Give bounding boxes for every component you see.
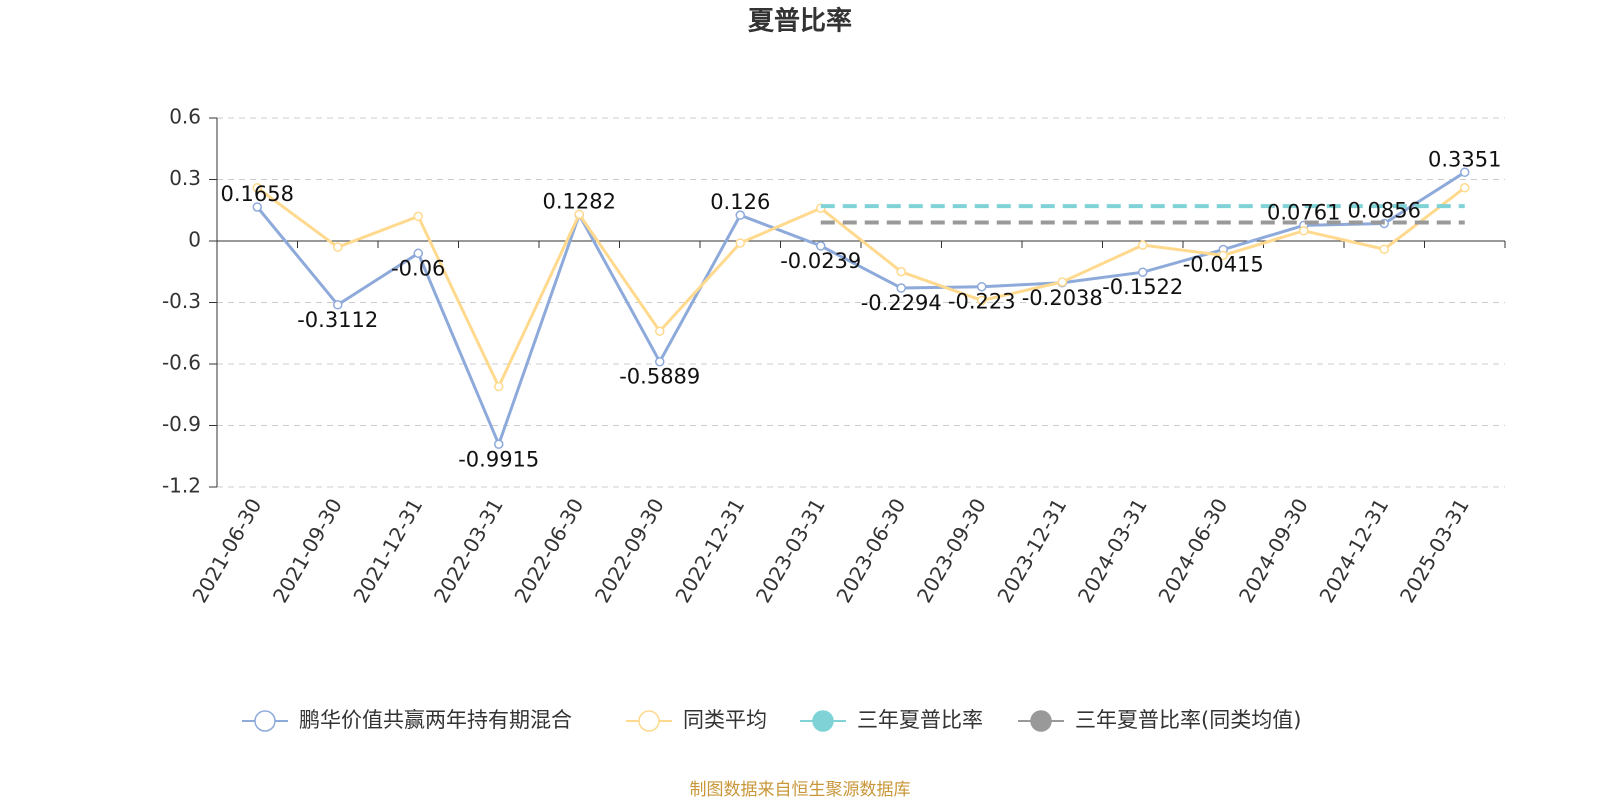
point [252, 182, 262, 193]
y-tick-label: -0.6 [162, 351, 201, 375]
x-tick-label: 2024-12-31 [1314, 494, 1393, 607]
point [494, 381, 504, 392]
chart-title: 夏普比率 [748, 6, 852, 37]
legend-label: 同类平均 [683, 708, 767, 732]
x-tick-label: 2022-12-31 [670, 494, 749, 607]
point [1460, 167, 1470, 178]
x-tick-label: 2021-12-31 [348, 494, 427, 607]
point [1379, 244, 1389, 254]
legend-marker [1030, 710, 1052, 732]
data-label: 0.0856 [1348, 198, 1421, 222]
point [1057, 277, 1067, 287]
point [1138, 240, 1148, 250]
data-label: -0.2294 [861, 291, 942, 315]
x-tick-label: 2021-06-30 [187, 494, 266, 607]
point [333, 300, 343, 310]
legend-marker [638, 710, 660, 732]
point [1460, 182, 1470, 193]
data-label: -0.223 [948, 290, 1016, 314]
x-tick-label: 2025-03-31 [1395, 494, 1474, 607]
point [413, 211, 423, 222]
series-line [256, 171, 1466, 449]
point [735, 238, 745, 248]
point [1299, 226, 1309, 236]
data-label: 0.0761 [1267, 200, 1340, 224]
x-tick-label: 2022-09-30 [590, 494, 669, 607]
point [735, 210, 745, 220]
y-tick-label: -0.3 [162, 289, 201, 313]
data-label: -0.5889 [619, 365, 700, 389]
x-tick-label: 2024-09-30 [1234, 494, 1313, 607]
data-label: -0.1522 [1102, 275, 1183, 299]
data-label: -0.3112 [297, 308, 378, 332]
legend-marker [254, 710, 276, 732]
point [655, 326, 665, 336]
data-label: 0.1282 [543, 190, 616, 214]
source-note: 制图数据来自恒生聚源数据库 [690, 780, 911, 800]
point [816, 241, 826, 251]
x-tick-label: 2021-09-30 [268, 494, 347, 607]
y-tick-label: 0 [188, 228, 201, 252]
legend-label: 三年夏普比率(同类均值) [1075, 708, 1301, 732]
data-label: 0.3351 [1428, 147, 1501, 171]
data-label: -0.2038 [1022, 286, 1103, 310]
data-label: -0.0415 [1183, 253, 1264, 277]
data-label: -0.9915 [458, 447, 539, 471]
legend-marker [812, 710, 834, 732]
point [574, 209, 584, 220]
series-line [256, 186, 1466, 391]
x-tick-label: 2023-03-31 [751, 494, 830, 607]
data-label: 0.1658 [221, 182, 294, 206]
point [1218, 250, 1228, 261]
x-tick-label: 2023-09-30 [912, 494, 991, 607]
point [655, 356, 665, 367]
point [494, 439, 504, 450]
x-tick-label: 2023-06-30 [831, 494, 910, 607]
point [413, 248, 423, 259]
x-tick-label: 2022-06-30 [509, 494, 588, 607]
y-tick-label: 0.6 [169, 105, 201, 129]
data-label: 0.126 [710, 190, 770, 214]
point [896, 283, 906, 293]
point [252, 202, 262, 212]
x-tick-label: 2024-03-31 [1073, 494, 1152, 607]
y-tick-label: 0.3 [169, 166, 201, 190]
point [977, 281, 987, 292]
x-tick-label: 2024-06-30 [1153, 494, 1232, 607]
point [896, 267, 906, 277]
y-tick-label: -1.2 [162, 474, 201, 498]
legend-label: 鹏华价值共赢两年持有期混合 [299, 708, 572, 732]
y-tick-label: -0.9 [162, 412, 201, 436]
legend-label: 三年夏普比率 [857, 708, 983, 732]
data-label: -0.0239 [780, 249, 861, 273]
point [977, 295, 987, 306]
x-tick-label: 2022-03-31 [429, 494, 508, 607]
point [333, 242, 343, 252]
point [1138, 267, 1148, 277]
data-label: -0.06 [391, 256, 445, 280]
x-tick-label: 2023-12-31 [992, 494, 1071, 607]
